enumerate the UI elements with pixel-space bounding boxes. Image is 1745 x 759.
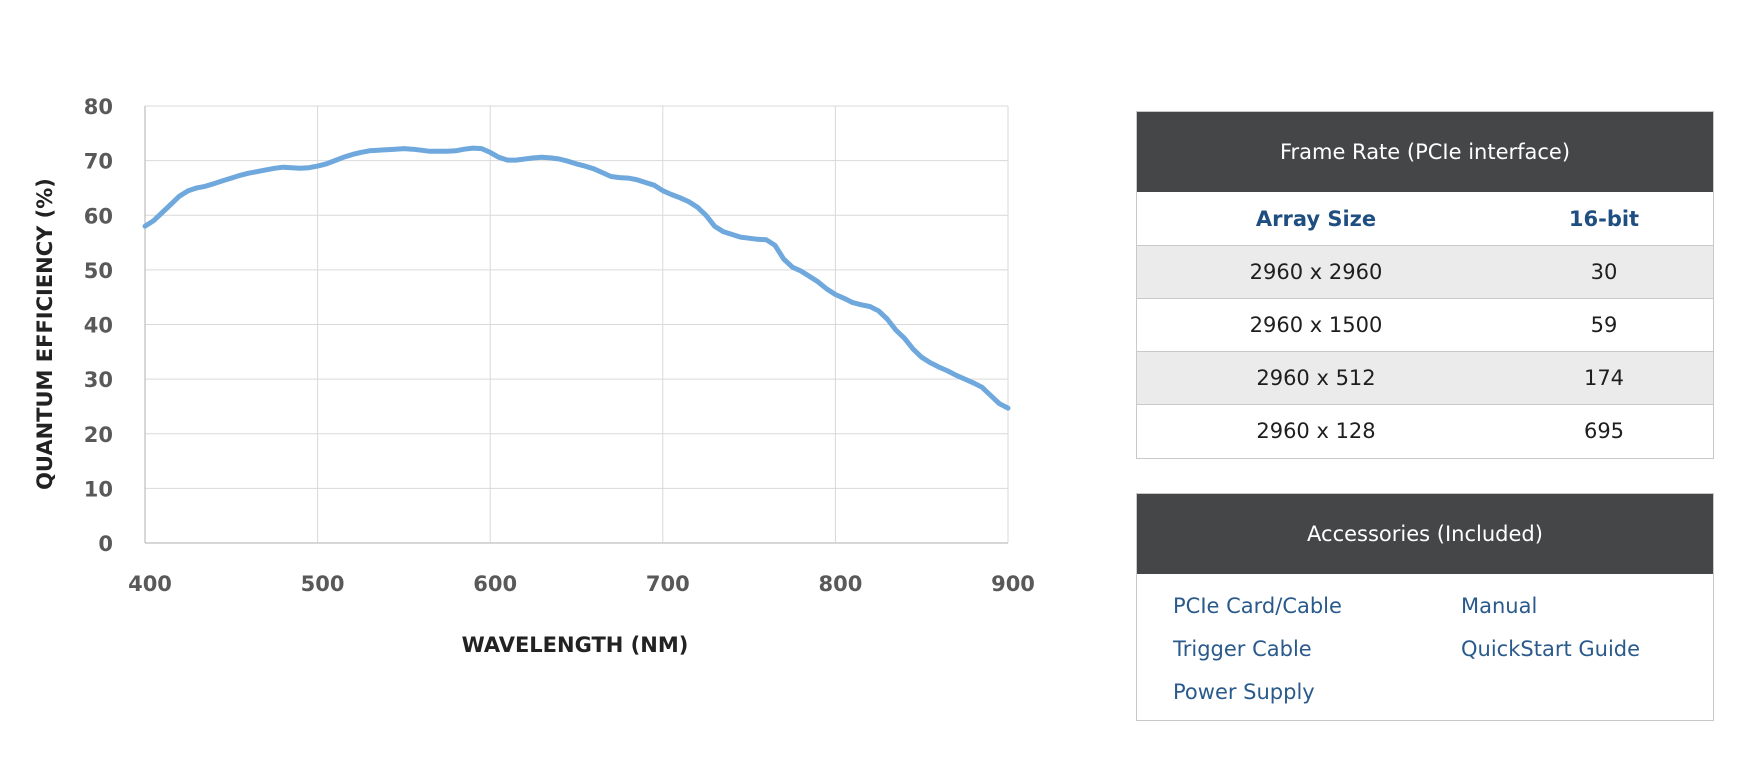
column-header-16-bit: 16-bit [1568, 206, 1640, 231]
frame-rate-cell: 174 [1583, 366, 1625, 390]
frame-rate-title: Frame Rate (PCIe interface) [1137, 112, 1713, 192]
accessory-link-trigger-cable[interactable]: Trigger Cable [1173, 637, 1312, 661]
frame-rate-header-row: Array Size 16-bit [1137, 192, 1713, 245]
accessories-list: PCIe Card/Cable Manual Trigger Cable Qui… [1137, 574, 1713, 720]
y-tick-label: 80 [84, 95, 113, 119]
x-tick-label: 800 [818, 572, 862, 596]
y-tick-label: 10 [84, 477, 113, 501]
y-tick-label: 70 [84, 150, 113, 174]
x-tick-label: 700 [646, 572, 690, 596]
y-tick-label: 60 [84, 204, 113, 228]
x-axis-title: WAVELENGTH (NM) [462, 633, 689, 657]
chart-svg: 0 10 20 30 40 50 60 70 80 400 500 600 700 800 900 WAVE… [33, 95, 1035, 657]
y-tick-label: 30 [84, 368, 113, 392]
y-tick-label: 20 [84, 423, 113, 447]
column-header-array-size: Array Size [1255, 206, 1377, 231]
accessory-link-pcie-card-cable[interactable]: PCIe Card/Cable [1173, 594, 1342, 618]
array-size-cell: 2960 x 512 [1256, 366, 1376, 390]
qe-series-line [142, 145, 1011, 411]
quantum-efficiency-chart: 0 10 20 30 40 50 60 70 80 400 500 600 700 800 900 WAVE… [33, 95, 1035, 657]
array-size-cell: 2960 x 128 [1256, 419, 1376, 443]
table-row: 2960 x 512 174 [1137, 351, 1713, 404]
accessories-panel: Accessories (Included) PCIe Card/Cable M… [1136, 493, 1714, 721]
y-tick-label: 40 [84, 314, 113, 338]
frame-rate-cell: 695 [1583, 419, 1625, 443]
frame-rate-panel: Frame Rate (PCIe interface) Array Size 1… [1136, 111, 1714, 459]
y-tick-label: 50 [84, 259, 113, 283]
accessory-link-manual[interactable]: Manual [1461, 594, 1538, 618]
table-row: 2960 x 2960 30 [1137, 245, 1713, 298]
y-tick-label: 0 [98, 532, 113, 556]
x-tick-label: 600 [473, 572, 517, 596]
accessory-link-power-supply[interactable]: Power Supply [1173, 680, 1315, 704]
y-axis-title: QUANTUM EFFICIENCY (%) [33, 178, 57, 490]
accessory-link-quickstart-guide[interactable]: QuickStart Guide [1461, 637, 1641, 661]
array-size-cell: 2960 x 2960 [1249, 260, 1383, 284]
table-row: 2960 x 128 695 [1137, 404, 1713, 457]
frame-rate-cell: 30 [1590, 260, 1618, 284]
frame-rate-cell: 59 [1590, 313, 1618, 337]
x-tick-label: 900 [991, 572, 1035, 596]
x-tick-label: 400 [128, 572, 172, 596]
x-tick-label: 500 [301, 572, 345, 596]
accessories-title: Accessories (Included) [1137, 494, 1713, 574]
array-size-cell: 2960 x 1500 [1249, 313, 1383, 337]
table-row: 2960 x 1500 59 [1137, 298, 1713, 351]
